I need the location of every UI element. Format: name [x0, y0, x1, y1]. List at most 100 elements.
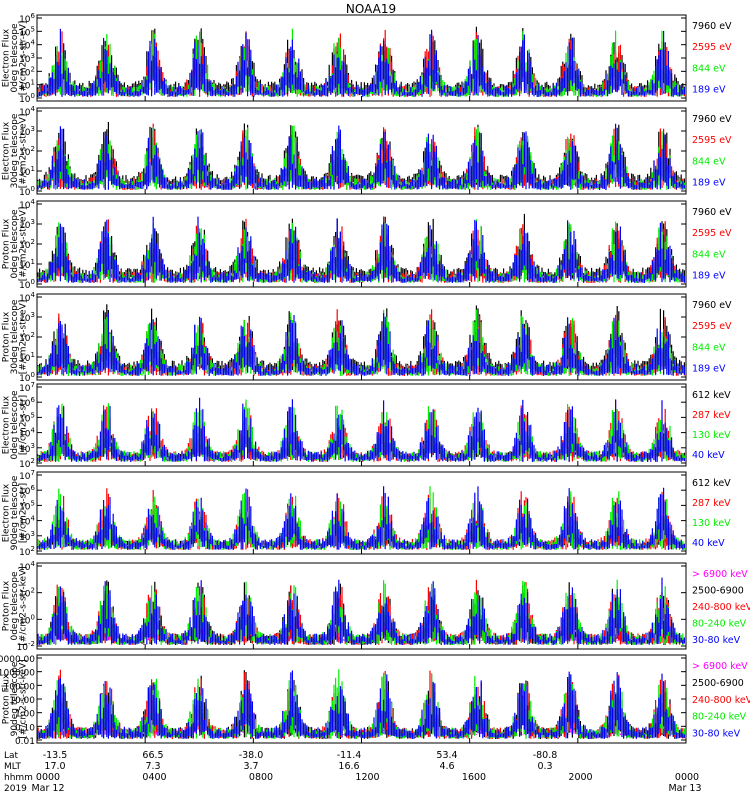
y-axis-label: MEPEDProton Flux0deg telescope[#/cm2-s-s…	[0, 566, 29, 645]
y-tick-label: 10.00	[9, 696, 35, 706]
series-trace	[37, 579, 685, 645]
y-axis-label-line: MEPED	[0, 683, 3, 715]
y-axis-label-line: Electron Flux	[2, 28, 12, 87]
legend-entry: 2500-6900	[692, 585, 744, 596]
lat-value: -38.0	[239, 750, 264, 761]
legend-entry: 189 eV	[692, 84, 726, 95]
y-axis-label: MEPEDElectron Flux90deg telescope[#/cm2-…	[0, 475, 29, 550]
legend-entry: > 6900 keV	[692, 569, 748, 580]
y-axis-label-line: Proton Flux	[2, 218, 12, 269]
mlt-value: 16.6	[338, 761, 359, 772]
hhmm-value: 1600	[462, 772, 486, 783]
y-axis-label-line: 0deg telescope	[10, 209, 20, 279]
hhmm-value: 2000	[568, 772, 592, 783]
legend-entry: 189 eV	[692, 270, 726, 281]
series-trace	[37, 670, 685, 739]
legend-entry: 130 keV	[692, 430, 731, 441]
legend-entry: 130 keV	[692, 518, 731, 529]
legend-entry: 40 keV	[692, 538, 725, 549]
footer-row-label: MLT	[4, 762, 22, 772]
y-axis-label-line: MEPED	[0, 409, 3, 441]
y-axis-label: TEDElectron Flux0deg telescope[#/cm2-s-s…	[0, 21, 29, 96]
y-axis-label-line: TED	[0, 235, 3, 254]
y-axis-label-line: [#/cm2-s-str-keV]	[19, 566, 29, 645]
y-axis-label-line: TED	[0, 328, 3, 347]
y-axis-label-line: Proton Flux	[2, 311, 12, 362]
legend-entry: 7960 eV	[692, 114, 732, 125]
date-end: Mar 13	[668, 783, 701, 794]
series-trace	[37, 216, 685, 283]
mlt-value: 17.0	[44, 761, 65, 772]
series-trace	[37, 399, 685, 462]
series-trace	[37, 122, 685, 186]
mlt-value: 4.6	[439, 761, 454, 772]
lat-value: -80.8	[533, 750, 558, 761]
y-axis-label-line: [#/cm2-s-str-eV]	[19, 114, 29, 189]
lat-value: 66.5	[142, 750, 163, 761]
mlt-value: 3.7	[243, 761, 258, 772]
mlt-value: 7.3	[145, 761, 160, 772]
legend-entry: 287 keV	[692, 410, 731, 421]
hhmm-value: 1200	[355, 772, 379, 783]
y-tick-label: 0.01	[15, 737, 35, 747]
y-tick-label: 0.10	[15, 723, 35, 733]
series-trace	[37, 216, 685, 283]
legend-entry: 2595 eV	[692, 228, 732, 239]
y-axis-label-line: MEPED	[0, 590, 3, 622]
legend-entry: 844 eV	[692, 249, 726, 260]
legend-entry: 844 eV	[692, 342, 726, 353]
y-axis-label-line: 0deg telescope	[10, 571, 20, 641]
y-axis-label: MEPEDProton Flux90deg telescope[#/cm2-s-…	[0, 659, 29, 738]
legend-entry: 612 keV	[692, 390, 731, 401]
legend-entry: 2595 eV	[692, 135, 732, 146]
series-trace	[37, 123, 685, 190]
y-axis-label: TEDElectron Flux30deg telescope[#/cm2-s-…	[0, 113, 29, 188]
series-trace	[37, 28, 685, 97]
legend-entry: 2595 eV	[692, 321, 732, 332]
y-axis-label-line: [#/cm2-s-str]	[19, 395, 29, 455]
footer-row-label: Lat	[4, 751, 19, 761]
footer-row-label: hhmm	[4, 773, 33, 783]
y-axis-label-line: Electron Flux	[2, 121, 12, 180]
legend-entry: 80-240 keV	[692, 618, 747, 629]
hhmm-value: 0800	[249, 772, 273, 783]
series-trace	[37, 486, 685, 550]
legend-entry: 287 keV	[692, 498, 731, 509]
series-trace	[37, 26, 685, 93]
series-trace	[37, 580, 685, 645]
y-axis-label-line: [#/cm2-s-str]	[19, 483, 29, 543]
legend-entry: 844 eV	[692, 156, 726, 167]
series-trace	[37, 213, 685, 279]
series-trace	[37, 514, 685, 546]
legend-entry: 189 eV	[692, 363, 726, 374]
y-axis-label-line: Electron Flux	[2, 483, 12, 542]
legend-entry: 2500-6900	[692, 678, 744, 689]
series-trace	[37, 488, 685, 550]
y-axis-label: TEDProton Flux0deg telescope[#/cm2-s-str…	[0, 207, 29, 282]
legend-entry: > 6900 keV	[692, 661, 748, 672]
legend-entry: 30-80 keV	[692, 635, 741, 646]
legend-entry: 844 eV	[692, 63, 726, 74]
lat-value: -13.5	[43, 750, 68, 761]
panel-8: 10000.001000.00100.0010.001.000.100.01ME…	[0, 654, 750, 747]
y-axis-label: TEDProton Flux30deg telescope[#/cm2-s-st…	[0, 299, 29, 374]
y-tick-label: 10000.00	[0, 655, 35, 665]
legend-entry: 240-800 keV	[692, 695, 750, 706]
legend-entry: 189 eV	[692, 177, 726, 188]
series-trace	[37, 312, 685, 376]
hhmm-value: 0000	[36, 772, 60, 783]
y-axis-label-line: 0deg telescope	[10, 23, 20, 93]
legend-entry: 2595 eV	[692, 42, 732, 53]
y-axis-label-line: [#/cm2-s-str-eV]	[19, 21, 29, 96]
y-axis-label-line: 30deg telescope	[10, 113, 20, 188]
footer-row-label: 2019	[4, 784, 27, 794]
y-tick-label: 1.00	[15, 710, 35, 720]
